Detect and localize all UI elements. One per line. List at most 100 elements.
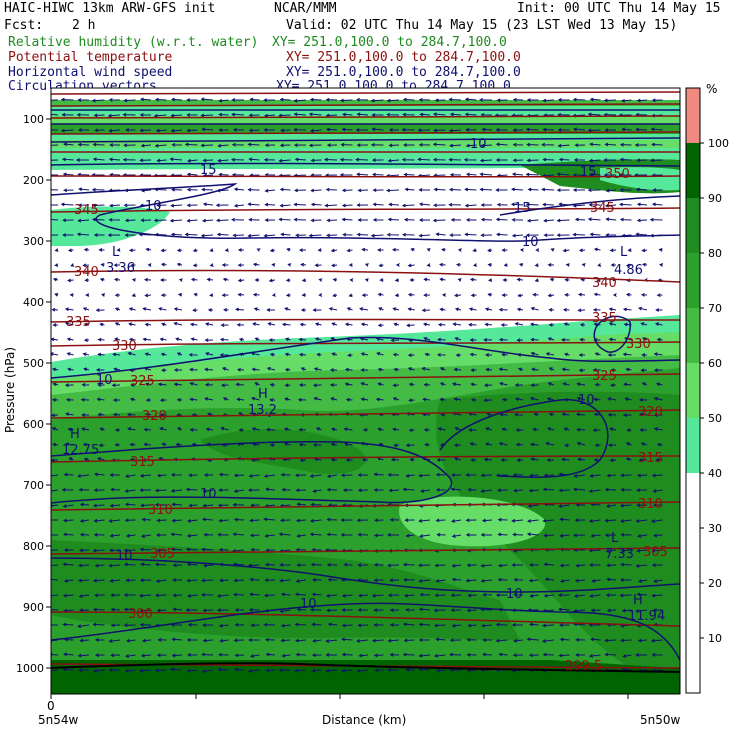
wind-vector bbox=[232, 502, 245, 507]
wind-vector bbox=[266, 366, 276, 371]
wind-vector bbox=[51, 129, 59, 131]
wind-vector bbox=[356, 232, 369, 237]
wind-vector bbox=[468, 322, 477, 327]
wind-vector bbox=[200, 97, 214, 102]
wind-vector bbox=[114, 322, 121, 326]
wind-vector bbox=[81, 383, 90, 387]
wind-vector bbox=[513, 488, 524, 493]
wind-vector bbox=[114, 442, 121, 447]
wind-vector bbox=[451, 382, 462, 387]
wind-vector bbox=[651, 593, 663, 598]
field-xy-rh: XY= 251.0,100.0 to 284.7,100.0 bbox=[272, 35, 507, 50]
wind-vector bbox=[409, 457, 415, 462]
wind-vector bbox=[79, 548, 90, 553]
wind-vector bbox=[279, 203, 291, 208]
wind-vector bbox=[295, 579, 307, 583]
wind-vector bbox=[82, 263, 90, 268]
wind-vector bbox=[327, 577, 338, 582]
wind-vector bbox=[110, 623, 121, 628]
rh-fill-low-80 bbox=[51, 615, 560, 660]
wind-vector bbox=[378, 307, 384, 311]
wind-vector bbox=[309, 474, 322, 478]
wind-vector bbox=[441, 293, 446, 297]
wind-vector bbox=[340, 518, 353, 522]
wind-vector bbox=[140, 562, 152, 567]
wind-vector bbox=[373, 533, 384, 538]
wind-vector bbox=[218, 128, 229, 132]
wind-vector bbox=[619, 202, 632, 207]
wind-vector bbox=[498, 441, 508, 446]
wind-vector bbox=[588, 548, 601, 553]
wind-vector bbox=[249, 97, 260, 102]
wind-vector bbox=[423, 337, 431, 341]
wind-vector bbox=[406, 323, 415, 328]
wind-vector bbox=[480, 489, 493, 493]
y-tick-label: 400 bbox=[23, 296, 44, 309]
wind-vector bbox=[605, 504, 617, 508]
wind-vector bbox=[606, 608, 617, 613]
wind-vector bbox=[206, 277, 214, 282]
wind-vector bbox=[498, 563, 508, 568]
wind-vector bbox=[651, 98, 663, 103]
wind-vector bbox=[436, 352, 446, 357]
wind-vector bbox=[624, 397, 632, 401]
wind-vector bbox=[114, 293, 121, 297]
wind-vector bbox=[160, 293, 167, 298]
wind-vector bbox=[454, 307, 462, 312]
extremum-value: 11.94 bbox=[628, 609, 665, 624]
theta-label: 299.5 bbox=[565, 659, 602, 674]
wind-vector bbox=[62, 233, 74, 237]
wind-vector bbox=[154, 97, 167, 102]
wind-vector bbox=[594, 443, 601, 448]
wind-vector bbox=[496, 232, 508, 237]
wind-vector bbox=[97, 383, 105, 387]
wind-vector bbox=[635, 519, 648, 523]
left-endpoint-label: 5n54w bbox=[38, 713, 79, 727]
wind-vector bbox=[143, 442, 152, 447]
wind-vector bbox=[298, 427, 307, 432]
colorbar-label: 60 bbox=[708, 357, 722, 370]
wind-vector bbox=[512, 653, 524, 658]
wind-vector bbox=[451, 577, 462, 582]
wind-vector bbox=[256, 248, 261, 252]
wind-vector bbox=[216, 218, 229, 223]
wind-vector bbox=[345, 397, 353, 402]
wind-vector bbox=[278, 113, 291, 118]
wind-vector bbox=[401, 203, 415, 208]
wind-vector bbox=[469, 338, 477, 342]
wind-vector bbox=[344, 367, 353, 372]
wind-vector bbox=[408, 382, 415, 387]
wind-vector bbox=[201, 218, 214, 223]
theta-label: 310 bbox=[638, 497, 663, 512]
wind-vector bbox=[93, 233, 105, 237]
wind-vector bbox=[69, 293, 74, 297]
wind-vector bbox=[418, 97, 431, 102]
wind-vector bbox=[298, 248, 307, 252]
wind-vector bbox=[597, 263, 602, 267]
wind-vector bbox=[371, 158, 384, 162]
wind-vector bbox=[295, 518, 307, 523]
wind-vector bbox=[606, 473, 617, 478]
wind-vector bbox=[373, 488, 384, 492]
wind-vector bbox=[330, 248, 338, 253]
wind-vector bbox=[561, 367, 570, 372]
wind-vector bbox=[341, 637, 353, 642]
wind-vector bbox=[435, 232, 446, 237]
wind-vector bbox=[209, 248, 214, 252]
wind-vector bbox=[356, 203, 369, 207]
wind-vector bbox=[254, 337, 260, 342]
wind-vector bbox=[407, 353, 415, 357]
wind-vector bbox=[357, 188, 369, 193]
wind-vector bbox=[77, 142, 90, 147]
wind-vector bbox=[357, 488, 369, 493]
wind-vector bbox=[300, 308, 307, 312]
wind-vector bbox=[51, 518, 59, 522]
wind-vector bbox=[51, 307, 59, 312]
wind-vector bbox=[110, 607, 121, 612]
wind-vector bbox=[533, 412, 539, 417]
wind-vector bbox=[548, 307, 555, 312]
wind-vector bbox=[279, 563, 291, 567]
wind-vector bbox=[343, 562, 353, 567]
wind-vector bbox=[92, 607, 105, 612]
wind-vector bbox=[604, 203, 617, 208]
